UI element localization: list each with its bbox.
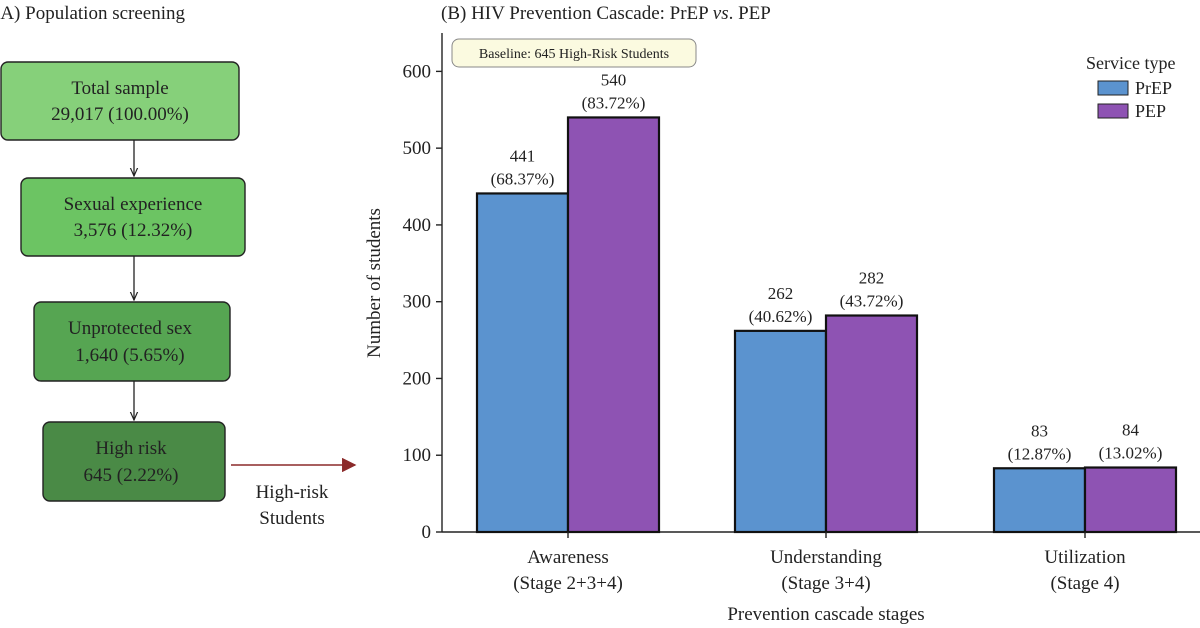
bar-prep-0 (475, 192, 570, 534)
baseline-annotation-box (451, 38, 697, 68)
bar-percent-label-prep-1: (40.62%) (749, 307, 813, 326)
legend-label-pep: PEP (1135, 101, 1166, 121)
flow-box-high-risk-rect (42, 421, 226, 502)
flow-box-high-risk: High risk 645 (2.22%) (42, 421, 226, 502)
y-tick-label: 300 (403, 292, 432, 313)
flow-box-sexual-experience-title: Sexual experience (64, 194, 203, 215)
flow-box-unprotected-sex-value: 1,640 (5.65%) (75, 345, 184, 366)
flow-box-high-risk-value: 645 (2.22%) (84, 465, 179, 486)
legend-label-prep: PrEP (1135, 78, 1172, 98)
x-tick-label-line1: Understanding (770, 547, 882, 568)
bar-value-label-pep-1: 282 (859, 269, 885, 288)
chart-title-prefix: (B) HIV Prevention Cascade: PrEP (441, 3, 713, 24)
x-tick-label-line2: (Stage 2+3+4) (513, 573, 623, 594)
legend: Service type PrEP PEP (1086, 53, 1175, 121)
x-tick-label-line1: Utilization (1044, 547, 1126, 568)
y-tick-label: 500 (403, 138, 432, 159)
flow-box-unprotected-sex-title: Unprotected sex (68, 318, 192, 339)
panel-a-title: (A) Population screening (0, 3, 186, 24)
y-tick-label: 600 (403, 61, 432, 82)
y-tick-label: 200 (403, 368, 432, 389)
x-ticks: Awareness (Stage 2+3+4) Understanding (Stag… (513, 532, 1126, 594)
bar-percent-label-pep-2: (13.02%) (1099, 444, 1163, 463)
bar-value-label-pep-2: 84 (1122, 421, 1140, 440)
flow-box-total-sample-rect (0, 61, 240, 141)
bar-value-label-prep-2: 83 (1031, 421, 1048, 440)
bar-percent-label-prep-2: (12.87%) (1008, 444, 1072, 463)
bar-prep-2 (992, 467, 1087, 534)
bar-percent-label-pep-0: (83.72%) (582, 93, 646, 112)
x-tick-label-line2: (Stage 3+4) (781, 573, 870, 594)
bar-pep-0 (566, 116, 661, 534)
flow-box-total-sample: Total sample 29,017 (100.00%) (0, 61, 240, 141)
flow-box-sexual-experience-value: 3,576 (12.32%) (74, 220, 193, 241)
flow-box-total-sample-title: Total sample (71, 78, 168, 99)
chart-title-italic: vs (713, 3, 729, 24)
bar-value-label-prep-1: 262 (768, 284, 794, 303)
baseline-annotation: Baseline: 645 High-Risk Students (451, 38, 697, 68)
bar-pep-2 (1083, 466, 1178, 534)
panel-b: (B) HIV Prevention Cascade: PrEP vs. PEP… (364, 3, 1200, 625)
bar-pep-1 (824, 314, 919, 534)
y-ticks: 0 100 200 300 400 500 600 (403, 61, 442, 543)
baseline-annotation-text: Baseline: 645 High-Risk Students (479, 47, 669, 62)
legend-title: Service type (1086, 53, 1175, 73)
y-tick-label: 400 (403, 215, 432, 236)
x-tick-label-line1: Awareness (527, 547, 609, 568)
flow-box-unprotected-sex-rect (33, 301, 231, 382)
bar-percent-label-prep-0: (68.37%) (491, 169, 555, 188)
bar-percent-label-pep-1: (43.72%) (840, 292, 904, 311)
legend-swatch-prep (1097, 80, 1129, 96)
x-tick-label-line2: (Stage 4) (1050, 573, 1119, 594)
bar-prep-1 (733, 329, 828, 534)
chart-title-suffix: . PEP (729, 3, 771, 24)
x-axis-label: Prevention cascade stages (727, 604, 924, 625)
bar-value-label-pep-0: 540 (601, 70, 627, 89)
flow-box-unprotected-sex: Unprotected sex 1,640 (5.65%) (33, 301, 231, 382)
bar-labels: 441 (68.37%) 262 (40.62%) 83 (12.87%) 540 (83.7… (491, 70, 1163, 463)
high-risk-arrow-label-line1: High-risk (256, 482, 329, 503)
high-risk-arrow-label-line2: Students (259, 508, 324, 529)
y-tick-label: 0 (422, 522, 432, 543)
bar-value-label-prep-0: 441 (510, 146, 536, 165)
legend-swatch-pep (1097, 103, 1129, 119)
chart-title: (B) HIV Prevention Cascade: PrEP vs. PEP (441, 3, 771, 24)
flow-box-total-sample-value: 29,017 (100.00%) (51, 104, 189, 125)
panel-a: (A) Population screening Total sample 29… (0, 3, 357, 529)
flow-box-sexual-experience-rect (20, 177, 246, 257)
y-tick-label: 100 (403, 445, 432, 466)
y-axis-label: Number of students (364, 208, 385, 358)
flow-box-sexual-experience: Sexual experience 3,576 (12.32%) (20, 177, 246, 257)
bars (475, 116, 1178, 534)
flow-box-high-risk-title: High risk (95, 438, 167, 459)
